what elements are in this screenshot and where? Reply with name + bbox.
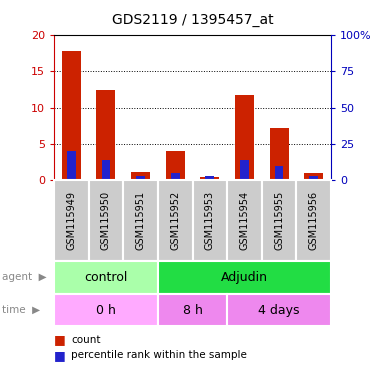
Bar <box>275 166 283 180</box>
Text: time  ▶: time ▶ <box>2 305 40 315</box>
Text: GDS2119 / 1395457_at: GDS2119 / 1395457_at <box>112 13 273 27</box>
Text: percentile rank within the sample: percentile rank within the sample <box>71 350 247 360</box>
Text: 0 h: 0 h <box>96 304 116 316</box>
Bar <box>54 294 158 326</box>
Bar <box>54 180 89 261</box>
Text: GSM115953: GSM115953 <box>205 191 215 250</box>
Bar <box>89 180 123 261</box>
Text: ■: ■ <box>54 349 66 362</box>
Bar <box>158 261 331 294</box>
Bar <box>235 95 254 180</box>
Bar <box>158 294 227 326</box>
Bar <box>270 128 289 180</box>
Bar <box>67 151 75 180</box>
Bar <box>206 176 214 180</box>
Text: GSM115950: GSM115950 <box>101 191 111 250</box>
Text: agent  ▶: agent ▶ <box>2 272 47 283</box>
Bar <box>171 173 179 180</box>
Bar <box>310 176 318 180</box>
Text: 4 days: 4 days <box>258 304 300 316</box>
Text: count: count <box>71 335 101 345</box>
Bar <box>192 180 227 261</box>
Text: 8 h: 8 h <box>182 304 203 316</box>
Bar <box>240 160 249 180</box>
Bar <box>131 172 150 180</box>
Text: GSM115951: GSM115951 <box>136 191 146 250</box>
Bar <box>123 180 158 261</box>
Bar <box>136 176 145 180</box>
Bar <box>304 173 323 180</box>
Text: ■: ■ <box>54 333 66 346</box>
Bar <box>227 294 331 326</box>
Text: GSM115949: GSM115949 <box>66 191 76 250</box>
Bar <box>262 180 296 261</box>
Text: GSM115954: GSM115954 <box>239 191 249 250</box>
Text: Adjudin: Adjudin <box>221 271 268 284</box>
Bar <box>296 180 331 261</box>
Bar <box>227 180 262 261</box>
Bar <box>96 90 116 180</box>
Bar <box>200 177 219 180</box>
Bar <box>102 160 110 180</box>
Bar <box>166 151 185 180</box>
Text: GSM115955: GSM115955 <box>274 191 284 250</box>
Bar <box>158 180 192 261</box>
Bar <box>62 51 81 180</box>
Bar <box>54 261 158 294</box>
Text: control: control <box>84 271 127 284</box>
Text: GSM115952: GSM115952 <box>170 191 180 250</box>
Text: GSM115956: GSM115956 <box>309 191 319 250</box>
